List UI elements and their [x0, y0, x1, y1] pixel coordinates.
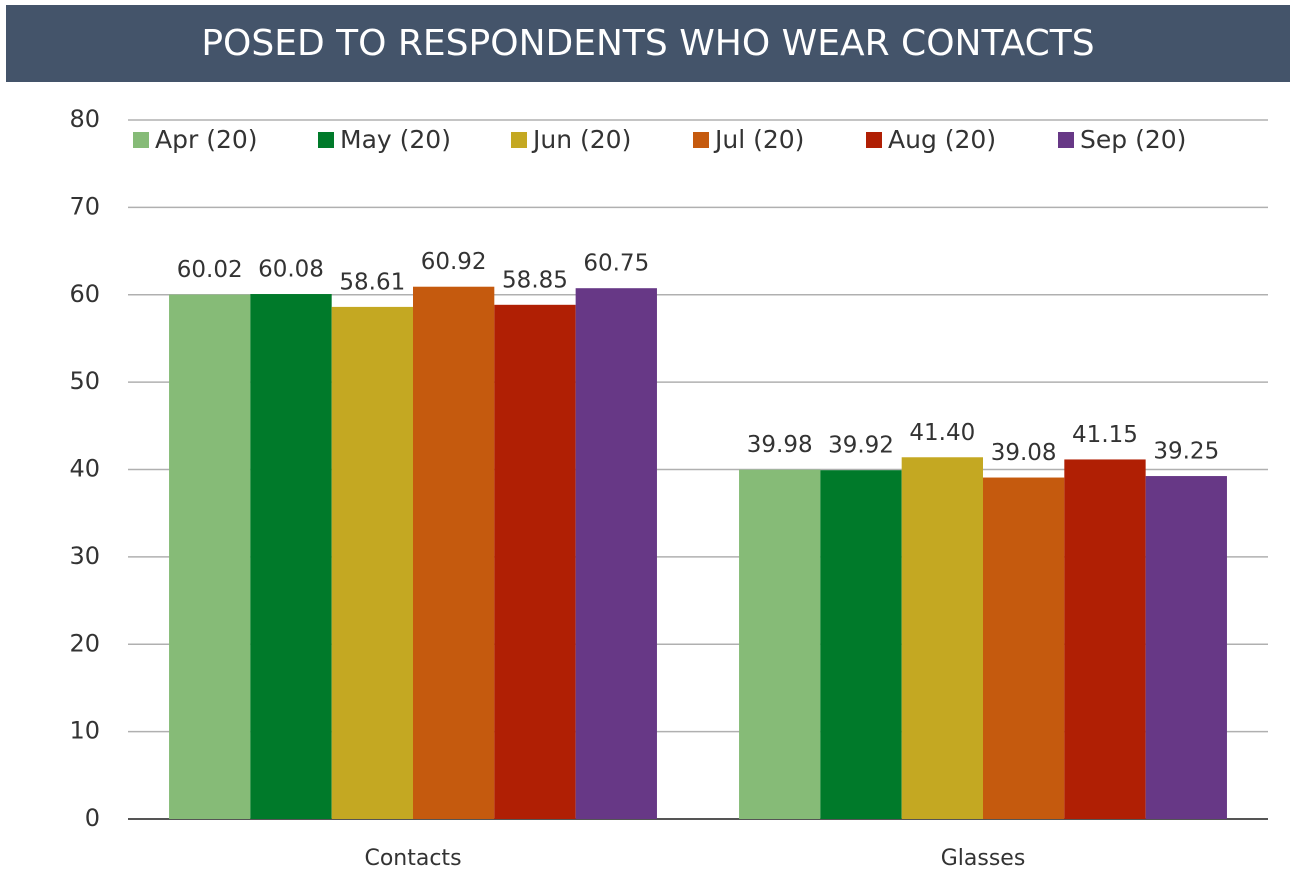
- y-tick-label: 80: [69, 105, 100, 133]
- bar: [250, 294, 332, 819]
- data-label: 39.98: [747, 432, 813, 458]
- legend-label: Apr (20): [155, 125, 258, 154]
- y-tick-label: 40: [69, 455, 100, 483]
- legend-label: Sep (20): [1080, 125, 1186, 154]
- bar: [413, 286, 495, 819]
- y-tick-label: 30: [69, 542, 100, 570]
- y-tick-label: 10: [69, 717, 100, 745]
- legend-label: Jun (20): [531, 125, 631, 154]
- data-label: 39.25: [1153, 439, 1219, 465]
- legend-swatch: [133, 132, 149, 148]
- legend-swatch: [318, 132, 334, 148]
- legend-label: Aug (20): [888, 125, 996, 154]
- x-tick-label: Glasses: [941, 846, 1026, 871]
- data-label: 60.92: [421, 249, 487, 275]
- legend-swatch: [693, 132, 709, 148]
- y-tick-label: 0: [85, 804, 100, 832]
- bar: [983, 477, 1065, 819]
- chart-title: POSED TO RESPONDENTS WHO WEAR CONTACTS: [201, 23, 1094, 64]
- data-label: 41.15: [1072, 422, 1138, 448]
- y-tick-label: 50: [69, 367, 100, 395]
- bar: [901, 457, 983, 819]
- data-label: 39.08: [991, 440, 1057, 466]
- bar: [494, 304, 576, 820]
- data-label: 60.08: [258, 257, 324, 283]
- legend-swatch: [511, 132, 527, 148]
- legend-label: May (20): [340, 125, 451, 154]
- bar: [331, 306, 413, 819]
- data-label: 60.75: [583, 251, 649, 277]
- bar: [1145, 476, 1227, 819]
- data-label: 41.40: [909, 420, 975, 446]
- legend-label: Jul (20): [713, 125, 804, 154]
- bar: [1064, 459, 1146, 819]
- legend-swatch: [1058, 132, 1074, 148]
- title-banner: [6, 5, 1290, 82]
- legend-swatch: [866, 132, 882, 148]
- y-tick-label: 60: [69, 280, 100, 308]
- bar: [169, 294, 251, 819]
- data-label: 39.92: [828, 433, 894, 459]
- bar: [739, 469, 821, 819]
- y-tick-label: 20: [69, 629, 100, 657]
- data-label: 58.85: [502, 267, 568, 293]
- bar: [575, 288, 657, 819]
- x-tick-label: Contacts: [364, 846, 461, 871]
- data-label: 60.02: [177, 257, 243, 283]
- bar: [820, 470, 902, 819]
- y-tick-label: 70: [69, 192, 100, 220]
- data-label: 58.61: [339, 269, 405, 295]
